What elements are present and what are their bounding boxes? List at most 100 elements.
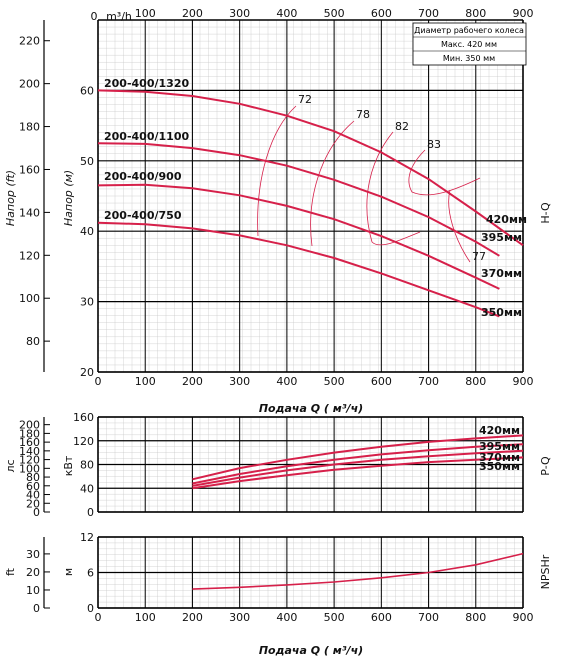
power-curve — [192, 456, 524, 490]
x-tick-label: 600 — [371, 611, 392, 624]
x-tick-label: 800 — [465, 375, 486, 388]
x-tick-label: 300 — [229, 611, 250, 624]
hq-series-label: 200-400/1320 — [104, 77, 189, 90]
power-ylabel-kw: кВт — [62, 455, 75, 476]
npsh-y-tick-ft: 20 — [26, 566, 40, 579]
top-axis-unit: m³/h — [106, 10, 132, 23]
x-tick-label: 200 — [182, 375, 203, 388]
efficiency-iso-line — [257, 105, 297, 237]
npsh-y-tick-ft: 10 — [26, 584, 40, 597]
power-y-tick-kw: 160 — [73, 411, 94, 424]
hq-xlabel: Подача Q ( м³/ч) — [259, 402, 363, 415]
hq-series-label: 200-400/750 — [104, 209, 182, 222]
hq-curve — [97, 89, 524, 247]
efficiency-label: 78 — [356, 108, 370, 121]
hq-y-tick-m: 30 — [80, 296, 94, 309]
x-tick-label: 400 — [276, 375, 297, 388]
top-x-tick-label: 700 — [418, 7, 439, 20]
top-x-tick-label: 800 — [465, 7, 486, 20]
x-tick-label: 300 — [229, 375, 250, 388]
hq-end-label: 420мм — [486, 213, 527, 226]
efficiency-iso-line — [366, 131, 421, 246]
hq-y-tick-ft: 220 — [19, 35, 40, 48]
x-tick-label: 600 — [371, 375, 392, 388]
panel-frames — [43, 19, 524, 609]
hq-y-tick-ft: 80 — [26, 335, 40, 348]
power-curve — [192, 449, 524, 487]
x-tick-label: 700 — [418, 611, 439, 624]
power-y-tick-hp: 120 — [19, 454, 40, 467]
x-tick-label: 0 — [95, 611, 102, 624]
legend-min: Мин. 350 мм — [443, 54, 495, 63]
x-tick-label: 900 — [513, 375, 534, 388]
hq-ylabel-ft: Напор (ft) — [4, 170, 17, 226]
efficiency-iso-line — [310, 120, 355, 247]
efficiency-label: 77 — [472, 250, 486, 263]
power-y-tick-hp: 140 — [19, 445, 40, 458]
hq-end-label: 395мм — [481, 231, 522, 244]
hq-y-tick-m: 40 — [80, 225, 94, 238]
hq-y-tick-ft: 140 — [19, 206, 40, 219]
power-ylabel-hp: лс — [4, 459, 17, 472]
npsh-ylabel-ft: ft — [4, 567, 17, 576]
npsh-side-label: NPSHr — [539, 554, 552, 589]
power-y-tick-kw: 80 — [80, 459, 94, 472]
power-side-label: P-Q — [539, 456, 552, 476]
top-x-tick-label: 100 — [135, 7, 156, 20]
power-y-tick-hp: 160 — [19, 436, 40, 449]
x-tick-label: 400 — [276, 611, 297, 624]
npsh-y-tick-ft: 30 — [26, 548, 40, 561]
power-y-tick-hp: 80 — [26, 471, 40, 484]
x-tick-label: 800 — [465, 611, 486, 624]
power-y-tick-hp: 40 — [26, 489, 40, 502]
hq-series-label: 200-400/900 — [104, 170, 182, 183]
power-series-label: 420мм — [479, 424, 520, 437]
x-tick-label: 200 — [182, 611, 203, 624]
top-x-tick-label: 300 — [229, 7, 250, 20]
hq-y-tick-ft: 180 — [19, 121, 40, 134]
power-curve — [192, 434, 524, 481]
top-axis-zero: 0 — [91, 10, 98, 23]
top-x-tick-label: 200 — [182, 7, 203, 20]
power-series-label: 350мм — [479, 460, 520, 473]
x-tick-label: 500 — [324, 375, 345, 388]
power-y-tick-hp: 0 — [33, 506, 40, 519]
hq-y-tick-ft: 120 — [19, 249, 40, 262]
efficiency-iso-line — [408, 149, 481, 196]
x-tick-label: 500 — [324, 611, 345, 624]
power-y-tick-hp: 200 — [19, 419, 40, 432]
hq-side-label: H-Q — [539, 202, 552, 224]
npsh-xlabel: Подача Q ( м³/ч) — [259, 644, 363, 657]
hq-end-label: 350мм — [481, 306, 522, 319]
x-tick-label: 0 — [95, 375, 102, 388]
hq-y-tick-m: 20 — [80, 366, 94, 379]
efficiency-label: 82 — [395, 120, 409, 133]
npsh-y-tick-m: 0 — [87, 602, 94, 615]
hq-curve — [97, 183, 500, 290]
hq-series-label: 200-400/1100 — [104, 130, 189, 143]
top-x-tick-label: 400 — [276, 7, 297, 20]
hq-y-tick-m: 60 — [80, 84, 94, 97]
hq-curve — [97, 142, 500, 257]
hq-y-tick-ft: 160 — [19, 163, 40, 176]
hq-y-tick-ft: 200 — [19, 78, 40, 91]
power-y-tick-hp: 20 — [26, 497, 40, 510]
x-tick-label: 100 — [135, 375, 156, 388]
hq-y-tick-m: 50 — [80, 155, 94, 168]
legend-title: Диаметр рабочего колеса — [414, 26, 524, 35]
npsh-y-tick-m: 12 — [80, 531, 94, 544]
power-y-tick-kw: 120 — [73, 435, 94, 448]
efficiency-iso-line — [448, 189, 471, 263]
efficiency-label: 72 — [298, 93, 312, 106]
top-x-tick-label: 600 — [371, 7, 392, 20]
top-x-tick-label: 500 — [324, 7, 345, 20]
npsh-ylabel-m: м — [62, 568, 75, 576]
npsh-y-tick-ft: 0 — [33, 602, 40, 615]
power-y-tick-kw: 40 — [80, 482, 94, 495]
power-y-tick-hp: 60 — [26, 480, 40, 493]
hq-y-tick-ft: 100 — [19, 292, 40, 305]
hq-curve — [97, 221, 500, 318]
npsh-y-tick-m: 6 — [87, 567, 94, 580]
